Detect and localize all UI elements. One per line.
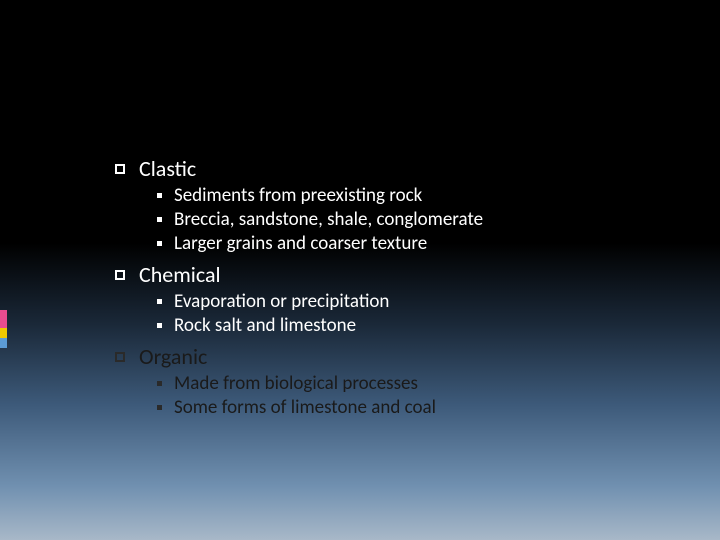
sub-item: Sediments from preexisting rock (157, 184, 680, 207)
dot-bullet-icon (157, 217, 162, 222)
main-bullet-row: Chemical (115, 261, 680, 288)
main-label: Organic (139, 343, 207, 370)
dot-bullet-icon (157, 381, 162, 386)
main-label: Chemical (139, 261, 221, 288)
sub-label: Made from biological processes (174, 372, 418, 395)
square-bullet-icon (115, 352, 125, 362)
main-bullet-row: Clastic (115, 155, 680, 182)
main-item: ChemicalEvaporation or precipitationRock… (115, 261, 680, 337)
dot-bullet-icon (157, 299, 162, 304)
dot-bullet-icon (157, 241, 162, 246)
sub-item: Made from biological processes (157, 372, 680, 395)
sub-item: Evaporation or precipitation (157, 290, 680, 313)
main-item: OrganicMade from biological processesSom… (115, 343, 680, 419)
main-item: ClasticSediments from preexisting rockBr… (115, 155, 680, 255)
square-bullet-icon (115, 164, 125, 174)
dot-bullet-icon (157, 323, 162, 328)
sub-label: Rock salt and limestone (174, 314, 356, 337)
sub-label: Larger grains and coarser texture (174, 232, 427, 255)
sub-item: Larger grains and coarser texture (157, 232, 680, 255)
accent-segment (0, 310, 7, 328)
accent-segment (0, 338, 7, 348)
dot-bullet-icon (157, 193, 162, 198)
sub-label: Evaporation or precipitation (174, 290, 389, 313)
sub-item: Some forms of limestone and coal (157, 396, 680, 419)
slide-content: ClasticSediments from preexisting rockBr… (115, 155, 680, 425)
sub-label: Some forms of limestone and coal (174, 396, 436, 419)
sub-label: Breccia, sandstone, shale, conglomerate (174, 208, 483, 231)
sub-item: Rock salt and limestone (157, 314, 680, 337)
accent-bar (0, 310, 7, 348)
square-bullet-icon (115, 270, 125, 280)
sub-list: Evaporation or precipitationRock salt an… (157, 290, 680, 337)
sub-list: Made from biological processesSome forms… (157, 372, 680, 419)
sub-item: Breccia, sandstone, shale, conglomerate (157, 208, 680, 231)
main-label: Clastic (139, 155, 196, 182)
sub-label: Sediments from preexisting rock (174, 184, 422, 207)
dot-bullet-icon (157, 405, 162, 410)
main-bullet-row: Organic (115, 343, 680, 370)
accent-segment (0, 328, 7, 338)
sub-list: Sediments from preexisting rockBreccia, … (157, 184, 680, 255)
